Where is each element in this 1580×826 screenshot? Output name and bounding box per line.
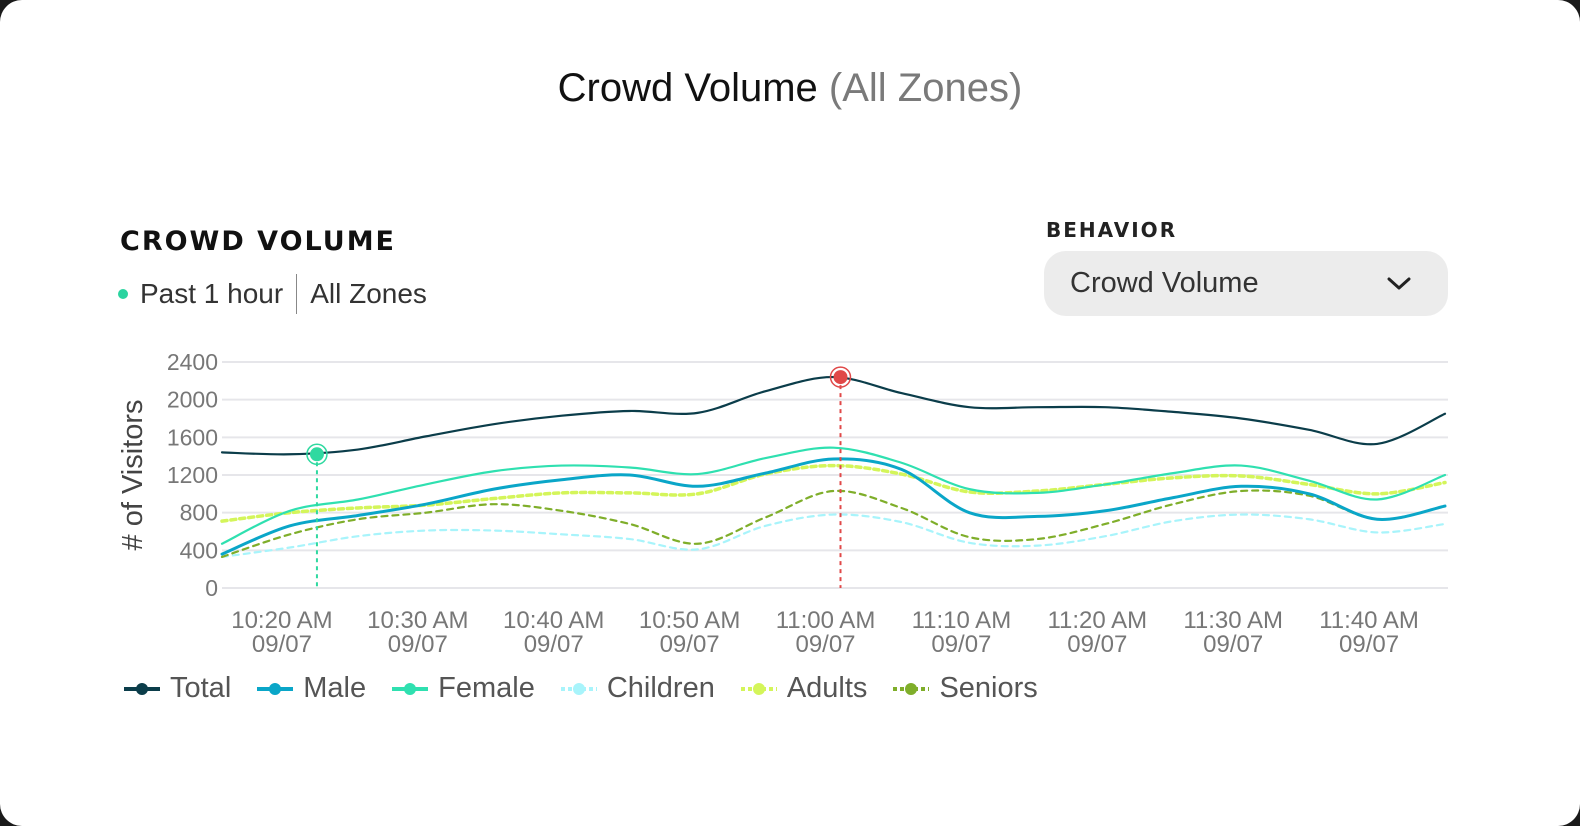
y-tick-label: 2400 [167, 349, 218, 375]
x-tick-date: 09/07 [252, 631, 312, 658]
y-tick-label: 400 [180, 537, 218, 563]
x-tick-label: 11:10 AM [912, 607, 1012, 634]
series-line-total [220, 375, 1447, 456]
x-tick-date: 09/07 [1339, 631, 1399, 658]
legend-swatch-icon [560, 682, 597, 695]
legend-label: Adults [786, 672, 868, 704]
x-tick-date: 09/07 [524, 631, 584, 658]
legend-swatch-icon [257, 682, 294, 695]
chevron-down-icon [1386, 267, 1412, 300]
x-tick-date: 09/07 [388, 631, 448, 658]
legend-swatch-icon [740, 682, 777, 695]
x-tick-label: 10:20 AM [231, 607, 332, 634]
y-axis-label: # of Visitors [117, 400, 149, 551]
highlight-marker-ring [306, 443, 328, 466]
y-tick-label: 1600 [167, 424, 218, 450]
x-tick-date: 09/07 [1203, 631, 1263, 658]
y-tick-label: 1200 [167, 462, 218, 488]
x-tick-label: 11:00 AM [776, 607, 876, 634]
series-line-female [220, 446, 1447, 545]
legend-item-children[interactable]: Children [559, 672, 715, 705]
x-tick-label: 10:30 AM [367, 607, 468, 634]
page-title: Crowd Volume (All Zones) [0, 66, 1580, 111]
highlight-marker [833, 370, 848, 385]
legend-item-male[interactable]: Male [255, 672, 366, 705]
behavior-selected: Crowd Volume [1070, 267, 1259, 299]
title-subtitle: (All Zones) [828, 66, 1023, 110]
x-tick-label: 10:50 AM [639, 607, 740, 634]
meta-divider [296, 274, 298, 314]
x-tick-label: 11:20 AM [1047, 607, 1147, 634]
legend-label: Children [606, 672, 715, 704]
legend-swatch-icon [893, 682, 930, 695]
x-tick-date: 09/07 [1067, 631, 1127, 658]
x-tick-label: 10:40 AM [503, 607, 604, 634]
y-tick-label: 800 [180, 500, 218, 526]
period-label: Past 1 hour [140, 278, 284, 309]
section-meta: Past 1 hour All Zones [118, 274, 427, 314]
section-title: CROWD VOLUME [120, 226, 397, 257]
zone-label: All Zones [310, 278, 427, 309]
y-tick-label: 0 [205, 575, 218, 601]
legend-item-adults[interactable]: Adults [739, 672, 868, 705]
x-tick-date: 09/07 [931, 631, 991, 658]
legend-swatch-icon [124, 682, 160, 695]
highlight-marker-ring [829, 366, 852, 388]
x-tick-date: 09/07 [660, 631, 720, 658]
x-tick-label: 11:40 AM [1319, 607, 1419, 634]
series-line-male [220, 457, 1447, 556]
y-tick-label: 2000 [167, 387, 218, 413]
behavior-select[interactable]: Crowd Volume [1044, 251, 1448, 316]
behavior-label: BEHAVIOR [1046, 218, 1178, 242]
legend-item-seniors[interactable]: Seniors [891, 672, 1038, 705]
series-line-children [220, 513, 1447, 559]
legend-label: Seniors [939, 672, 1038, 704]
legend-label: Female [438, 672, 535, 704]
legend-item-total[interactable]: Total [122, 672, 231, 705]
legend-label: Male [303, 672, 367, 704]
x-tick-label: 11:30 AM [1183, 607, 1283, 634]
legend-swatch-icon [392, 682, 429, 695]
legend-label: Total [170, 672, 232, 704]
live-dot-icon [118, 289, 128, 299]
highlight-marker [309, 447, 324, 462]
x-tick-date: 09/07 [795, 631, 855, 658]
chart-legend: Total Male Female Children Adults Seniors [122, 672, 1062, 705]
legend-item-female[interactable]: Female [390, 672, 535, 705]
series-line-seniors [220, 489, 1447, 559]
title-main: Crowd Volume [557, 66, 818, 110]
